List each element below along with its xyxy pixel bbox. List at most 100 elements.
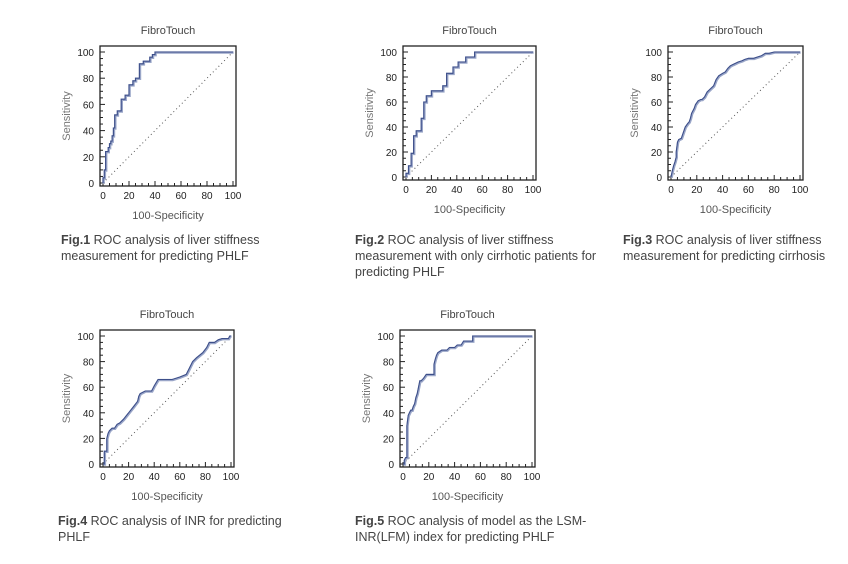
y-tick-label: 80 (83, 74, 95, 85)
fig3-chart: FibroTouch 0 20 40 60 80 100 0 20 40 60 80 100 100-Sp… (629, 25, 809, 216)
x-tick-label: 20 (691, 185, 703, 196)
y-axis-title: Sensitivity (361, 373, 373, 423)
y-tick-label: 40 (383, 409, 395, 420)
fig3-caption-label: Fig.3 (623, 233, 653, 247)
x-tick-label: 60 (174, 472, 186, 483)
y-tick-label: 100 (377, 332, 394, 343)
fig4-caption-label: Fig.4 (58, 514, 88, 528)
roc-curve (103, 335, 231, 465)
y-tick-label: 100 (77, 48, 94, 59)
y-tick-label: 0 (656, 173, 662, 184)
fig4-caption-text: ROC analysis of INR for predicting PHLF (58, 514, 282, 544)
y-tick-label: 100 (645, 48, 662, 59)
fig1-caption-label: Fig.1 (61, 233, 91, 247)
reference-diagonal-line (670, 51, 801, 178)
y-tick-label: 40 (83, 409, 95, 420)
chart-title: FibroTouch (140, 309, 194, 321)
y-tick-label: 80 (386, 73, 398, 84)
y-axis-title: Sensitivity (364, 88, 376, 138)
fig5-caption: Fig.5 ROC analysis of model as the LSM-I… (355, 513, 625, 545)
x-tick-label: 40 (451, 185, 463, 196)
roc-curve-shadow (103, 335, 232, 466)
x-tick-label: 60 (477, 185, 489, 196)
x-tick-label: 80 (200, 472, 212, 483)
reference-diagonal-line (402, 335, 533, 465)
y-tick-label: 40 (83, 127, 95, 138)
roc-curve (403, 335, 532, 465)
fig5-panel: FibroTouch 0 20 40 60 80 100 0 20 40 60 80 100 100-Sp… (361, 309, 541, 503)
x-tick-label: 40 (149, 472, 161, 483)
y-tick-label: 40 (386, 123, 398, 134)
fig2-caption: Fig.2 ROC analysis of liver stiffness me… (355, 232, 615, 280)
y-tick-label: 60 (83, 383, 95, 394)
x-tick-label: 40 (717, 185, 729, 196)
fig3-caption-text: ROC analysis of liver stiffness measurem… (623, 233, 826, 263)
roc-curve (670, 51, 800, 178)
y-tick-label: 20 (383, 434, 395, 445)
roc-curve-shadow (670, 51, 801, 178)
y-tick-label: 60 (386, 98, 398, 109)
y-tick-label: 20 (83, 434, 95, 445)
x-axis-title: 100-Specificity (131, 491, 203, 503)
y-tick-label: 0 (388, 460, 394, 471)
x-tick-label: 0 (100, 472, 106, 483)
roc-curve-shadow (405, 51, 534, 178)
fig2-caption-text: ROC analysis of liver stiffness measurem… (355, 233, 597, 279)
chart-title: FibroTouch (440, 309, 494, 321)
x-tick-label: 20 (423, 472, 435, 483)
fig1-chart: FibroTouch 0 20 40 60 80 100 0 20 40 60 80 100 100-Sp… (61, 25, 242, 222)
fig3-panel: FibroTouch 0 20 40 60 80 100 0 20 40 60 80 100 100-Sp… (0, 0, 848, 280)
x-tick-label: 100 (525, 185, 542, 196)
x-tick-label: 40 (149, 191, 161, 202)
x-tick-label: 0 (403, 185, 409, 196)
x-tick-label: 60 (475, 472, 487, 483)
x-tick-label: 60 (743, 185, 755, 196)
roc-curve-shadow (102, 51, 234, 184)
fig1-caption-text: ROC analysis of liver stiffness measurem… (61, 233, 260, 263)
roc-curve-shadow (403, 335, 533, 466)
fig2-chart: FibroTouch 0 20 40 60 80 100 0 20 40 60 80 100 100-Sp… (364, 25, 542, 216)
x-tick-label: 40 (449, 472, 461, 483)
y-tick-label: 60 (83, 100, 95, 111)
y-tick-label: 100 (77, 332, 94, 343)
x-tick-label: 20 (426, 185, 438, 196)
fig5-chart: FibroTouch 0 20 40 60 80 100 0 20 40 60 80 100 100-Sp… (361, 309, 541, 503)
x-tick-label: 60 (175, 191, 187, 202)
roc-curve (405, 51, 533, 177)
chart-title: FibroTouch (141, 25, 195, 37)
roc-curve (102, 51, 233, 183)
x-axis-title: 100-Specificity (432, 491, 504, 503)
reference-diagonal-line (405, 51, 534, 178)
y-tick-label: 100 (380, 48, 397, 59)
y-tick-label: 0 (88, 460, 94, 471)
x-tick-label: 100 (225, 191, 242, 202)
y-tick-label: 80 (383, 358, 395, 369)
x-tick-label: 0 (668, 185, 674, 196)
fig4-panel: FibroTouch 0 20 40 60 80 100 0 20 40 60 80 100 100-Sp… (0, 0, 300, 564)
fig4-caption: Fig.4 ROC analysis of INR for predicting… (58, 513, 298, 545)
y-tick-label: 0 (391, 173, 397, 184)
x-axis-title: 100-Specificity (132, 210, 204, 222)
y-tick-label: 80 (83, 358, 95, 369)
fig2-caption-label: Fig.2 (355, 233, 385, 247)
x-tick-label: 100 (524, 472, 541, 483)
fig2-panel: FibroTouch 0 20 40 60 80 100 0 20 40 60 80 100 100-Sp… (0, 0, 600, 280)
x-axis-title: 100-Specificity (700, 204, 772, 216)
x-axis-title: 100-Specificity (434, 204, 506, 216)
y-tick-label: 20 (651, 148, 663, 159)
y-tick-label: 20 (386, 148, 398, 159)
x-tick-label: 80 (501, 472, 513, 483)
fig1-panel: FibroTouch 0 20 40 60 80 100 0 20 40 60 80 100 100-Sp… (0, 0, 300, 280)
chart-title: FibroTouch (708, 25, 762, 37)
x-tick-label: 100 (223, 472, 240, 483)
x-tick-label: 0 (100, 191, 106, 202)
chart-title: FibroTouch (442, 25, 496, 37)
y-tick-label: 80 (651, 73, 663, 84)
y-tick-label: 40 (651, 123, 663, 134)
fig5-caption-text: ROC analysis of model as the LSM-INR(LFM… (355, 514, 587, 544)
x-tick-label: 0 (400, 472, 406, 483)
x-tick-label: 80 (201, 191, 213, 202)
reference-diagonal-line (102, 51, 234, 184)
y-tick-label: 60 (651, 98, 663, 109)
x-tick-label: 20 (123, 191, 135, 202)
